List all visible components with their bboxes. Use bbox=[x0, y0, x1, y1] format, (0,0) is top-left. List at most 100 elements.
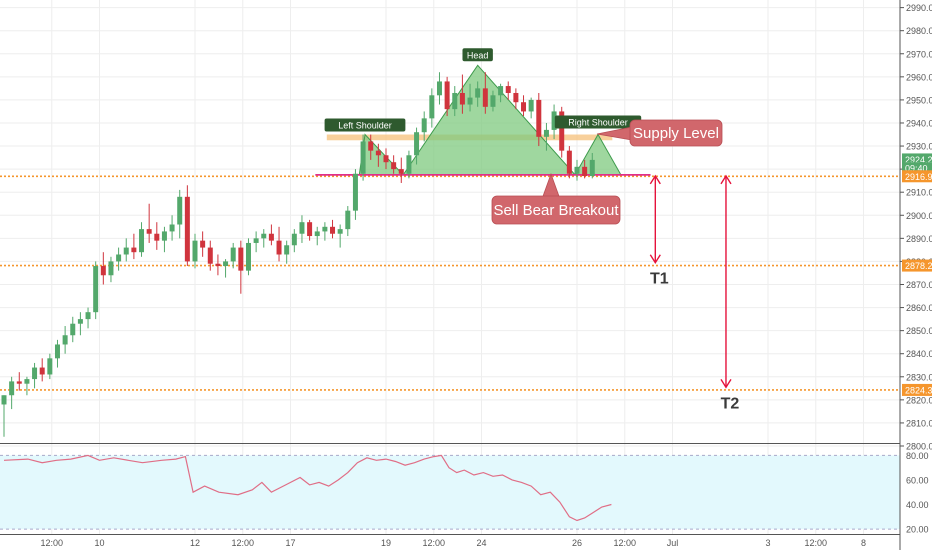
price-tick-label-16: 2830.0 bbox=[906, 372, 932, 382]
candle-body-21 bbox=[161, 231, 167, 241]
candle-body-53 bbox=[406, 155, 412, 174]
price-label-bg-4 bbox=[902, 383, 932, 396]
candle-body-1 bbox=[9, 381, 15, 396]
time-tick-label-5: 19 bbox=[381, 538, 391, 548]
price-tick-label-10: 2890.0 bbox=[906, 234, 932, 244]
candle-body-8 bbox=[62, 335, 68, 345]
candle-body-77 bbox=[589, 159, 595, 177]
candle-body-11 bbox=[85, 312, 91, 320]
candle-body-73 bbox=[559, 111, 565, 151]
candle-body-15 bbox=[116, 254, 122, 262]
candle-body-28 bbox=[215, 263, 221, 267]
left-shoulder-label: Left Shoulder bbox=[338, 121, 392, 131]
candle-body-4 bbox=[32, 367, 38, 380]
candle-body-18 bbox=[139, 229, 145, 253]
target-arrow-head-bottom-0 bbox=[649, 254, 661, 265]
candle-body-60 bbox=[459, 92, 465, 105]
price-tick-label-12: 2870.0 bbox=[906, 280, 932, 290]
candle-body-43 bbox=[330, 226, 336, 234]
price-tick-label-19: 2800.0 bbox=[906, 442, 932, 452]
price-tick-label-15: 2840.0 bbox=[906, 349, 932, 359]
candle-body-30 bbox=[230, 247, 236, 262]
candle-body-48 bbox=[368, 141, 374, 151]
price-tick-label-9: 2900.0 bbox=[906, 211, 932, 221]
time-tick-label-9: 12:00 bbox=[613, 538, 636, 548]
price-tick-label-13: 2860.0 bbox=[906, 303, 932, 313]
candle-body-29 bbox=[223, 261, 229, 267]
time-tick-label-13: 8 bbox=[861, 538, 866, 548]
candle-body-65 bbox=[498, 86, 504, 96]
candle-body-26 bbox=[200, 240, 206, 248]
right-shoulder-label: Right Shoulder bbox=[568, 118, 628, 128]
breakout-callout-box bbox=[491, 195, 621, 225]
candle-body-58 bbox=[444, 81, 450, 110]
candle-body-55 bbox=[421, 118, 427, 133]
target-arrow-head-top-1 bbox=[720, 174, 732, 185]
price-label-1: 09:40 bbox=[905, 164, 928, 174]
candle-body-10 bbox=[77, 319, 83, 324]
supply-level-label: Supply Level bbox=[633, 125, 719, 142]
candle-body-38 bbox=[291, 233, 297, 246]
price-tick-label-3: 2960.0 bbox=[906, 72, 932, 82]
candle-body-47 bbox=[360, 141, 366, 174]
price-tick-label-6: 2930.0 bbox=[906, 142, 932, 152]
time-tick-label-3: 12:00 bbox=[231, 538, 254, 548]
candle-body-50 bbox=[383, 155, 389, 163]
candle-body-35 bbox=[268, 233, 274, 241]
head-label-bg bbox=[462, 48, 493, 62]
candle-body-13 bbox=[100, 266, 106, 276]
price-tick-label-8: 2910.0 bbox=[906, 188, 932, 198]
time-tick-label-7: 24 bbox=[476, 538, 486, 548]
candle-body-69 bbox=[528, 99, 534, 112]
time-tick-label-2: 12 bbox=[190, 538, 200, 548]
price-tick-label-18: 2810.0 bbox=[906, 418, 932, 428]
candle-body-59 bbox=[452, 92, 458, 110]
time-tick-label-10: Jul bbox=[667, 538, 679, 548]
left-shoulder-label-bg bbox=[324, 118, 406, 132]
candle-body-17 bbox=[131, 247, 137, 253]
time-tick-label-4: 17 bbox=[285, 538, 295, 548]
candle-body-45 bbox=[345, 210, 351, 230]
price-tick-label-5: 2940.0 bbox=[906, 118, 932, 128]
candle-body-24 bbox=[184, 196, 190, 262]
candle-body-67 bbox=[513, 92, 519, 103]
candle-body-23 bbox=[177, 196, 183, 225]
rsi-tick-label-3: 20.00 bbox=[906, 525, 929, 535]
candle-body-19 bbox=[146, 229, 152, 234]
rsi-tick-label-0: 80.00 bbox=[906, 451, 929, 461]
candle-body-9 bbox=[70, 323, 76, 336]
time-tick-label-8: 26 bbox=[572, 538, 582, 548]
candle-body-40 bbox=[307, 222, 313, 237]
sell-bear-breakout-label: Sell Bear Breakout bbox=[493, 202, 619, 219]
candle-body-74 bbox=[566, 150, 572, 174]
candle-body-52 bbox=[398, 169, 404, 174]
candle-body-37 bbox=[284, 245, 290, 255]
candle-body-39 bbox=[299, 222, 305, 234]
price-tick-label-0: 2990.0 bbox=[906, 3, 932, 13]
price-tick-label-2: 2970.0 bbox=[906, 49, 932, 59]
price-label-bg-2 bbox=[902, 170, 932, 183]
candle-body-72 bbox=[551, 111, 557, 130]
grid bbox=[0, 0, 900, 534]
price-tick-label-1: 2980.0 bbox=[906, 26, 932, 36]
rsi-tick-label-1: 60.00 bbox=[906, 475, 929, 485]
price-tick-label-17: 2820.0 bbox=[906, 395, 932, 405]
candle-body-70 bbox=[536, 99, 542, 137]
candle-body-57 bbox=[436, 81, 442, 96]
candle-body-75 bbox=[574, 166, 580, 174]
candle-body-51 bbox=[391, 162, 397, 170]
candle-body-41 bbox=[314, 231, 320, 237]
price-label-3: 2878.2 bbox=[905, 261, 932, 271]
rsi-tick-label-2: 40.00 bbox=[906, 500, 929, 510]
time-tick-label-6: 12:00 bbox=[422, 538, 445, 548]
candle-body-49 bbox=[375, 150, 381, 156]
supply-callout-box bbox=[629, 119, 723, 147]
horizontal-levels bbox=[0, 175, 900, 391]
candle-body-25 bbox=[192, 240, 198, 262]
price-label-4: 2824.3 bbox=[905, 385, 932, 395]
candle-body-36 bbox=[276, 240, 282, 255]
price-tick-label-14: 2850.0 bbox=[906, 326, 932, 336]
target-label-t1: T1 bbox=[650, 271, 669, 288]
